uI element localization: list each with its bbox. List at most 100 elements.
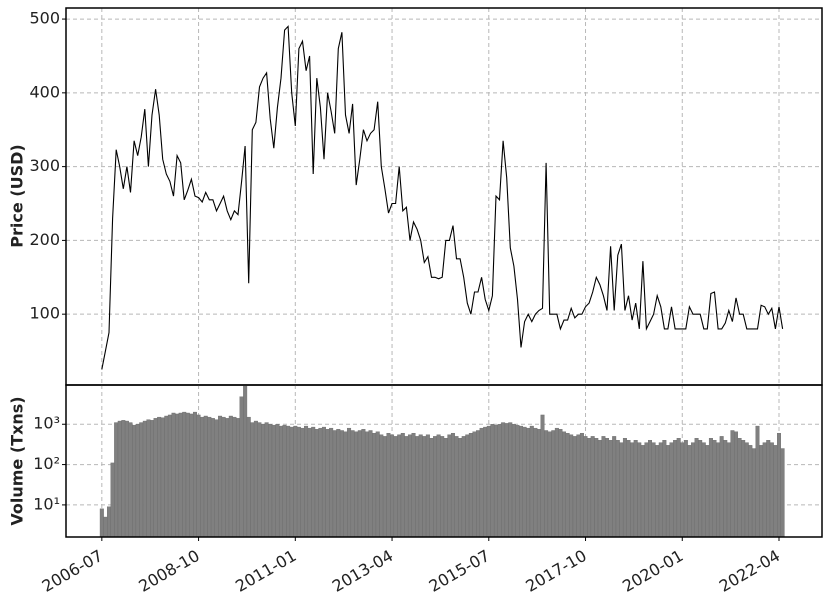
- volume-bar: [128, 422, 133, 538]
- volume-bar: [737, 438, 742, 538]
- volume-bar: [648, 440, 653, 538]
- volume-bar: [139, 422, 144, 538]
- volume-bar: [218, 415, 223, 538]
- volume-bar: [769, 442, 774, 538]
- volume-bar: [275, 424, 280, 538]
- volume-bar: [289, 426, 294, 538]
- volume-bar: [253, 420, 258, 538]
- volume-bar: [547, 431, 552, 538]
- volume-bar: [458, 438, 463, 538]
- volume-bar: [425, 434, 430, 538]
- volume-bar: [411, 432, 416, 538]
- volume-bar: [257, 422, 262, 538]
- x-tick-label: 2013-04: [329, 546, 396, 596]
- price-axis-label: Price (USD): [8, 144, 27, 247]
- volume-bar: [741, 440, 746, 538]
- volume-bar: [633, 440, 638, 538]
- volume-bar: [235, 418, 240, 538]
- volume-bar: [325, 429, 330, 538]
- volume-bar: [375, 431, 380, 538]
- volume-bar: [655, 445, 660, 538]
- volume-bar: [680, 442, 685, 538]
- plot-frame: [65, 384, 823, 538]
- volume-bar: [382, 436, 387, 538]
- volume-bar: [347, 427, 352, 538]
- volume-bar: [278, 425, 283, 538]
- volume-bar: [533, 427, 538, 538]
- volume-bar: [683, 440, 688, 538]
- volume-bar: [597, 440, 602, 538]
- volume-bar: [605, 438, 610, 538]
- volume-bar: [726, 442, 731, 538]
- volume-bar: [766, 440, 771, 538]
- volume-bar: [748, 445, 753, 538]
- volume-bar: [501, 422, 506, 538]
- volume-bar: [379, 434, 384, 538]
- volume-bar: [723, 440, 728, 538]
- volume-bar: [637, 442, 642, 538]
- volume-bar: [730, 430, 735, 538]
- volume-bar: [479, 427, 484, 538]
- volume-bar: [185, 412, 190, 538]
- y-tick-label: 200: [29, 230, 60, 249]
- volume-bar: [296, 426, 301, 538]
- volume-bar: [390, 434, 395, 538]
- volume-bar: [114, 422, 119, 538]
- volume-bar: [239, 396, 244, 538]
- volume-bar: [626, 440, 631, 538]
- volume-bar: [321, 426, 326, 538]
- volume-bar: [121, 420, 126, 538]
- volume-bar: [171, 412, 176, 538]
- volume-bar: [511, 424, 516, 538]
- volume-bar: [110, 462, 115, 538]
- volume-bar: [368, 430, 373, 538]
- volume-bar: [282, 424, 287, 538]
- volume-bar: [167, 414, 172, 538]
- y-tick-label: 10³: [33, 414, 60, 433]
- volume-bar: [780, 448, 785, 538]
- volume-bar: [160, 417, 165, 538]
- volume-bar: [271, 424, 276, 538]
- volume-bar: [192, 411, 197, 538]
- volume-bar: [497, 424, 502, 538]
- volume-bar: [329, 427, 334, 538]
- volume-bar: [243, 384, 248, 538]
- volume-bar: [716, 442, 721, 538]
- y-tick-label: 500: [29, 9, 60, 28]
- x-tick-label: 2020-01: [619, 546, 686, 596]
- volume-bar: [615, 440, 620, 538]
- volume-bar: [153, 418, 158, 538]
- x-tick-label: 2008-10: [135, 546, 202, 596]
- x-tick-label: 2006-07: [39, 546, 106, 596]
- volume-bar: [493, 424, 498, 538]
- volume-bar: [472, 431, 477, 538]
- volume-bar: [572, 436, 577, 538]
- x-tick-label: 2015-07: [426, 546, 493, 596]
- y-tick-label: 10²: [33, 454, 60, 473]
- volume-bar: [705, 445, 710, 538]
- volume-bar: [178, 412, 183, 538]
- volume-bar: [554, 427, 559, 538]
- volume-bar: [397, 434, 402, 538]
- volume-bar: [132, 424, 137, 538]
- volume-bar: [576, 434, 581, 538]
- volume-bar: [569, 434, 574, 538]
- volume-bar: [268, 424, 273, 538]
- volume-bar: [318, 427, 323, 538]
- volume-axis-label: Volume (Txns): [8, 396, 27, 525]
- volume-bar: [182, 411, 187, 538]
- volume-bar: [508, 422, 513, 538]
- volume-bar: [221, 416, 226, 538]
- volume-bar: [744, 442, 749, 538]
- volume-bar: [651, 442, 656, 538]
- volume-bar: [719, 436, 724, 538]
- volume-bar: [350, 430, 355, 538]
- volume-bar: [486, 425, 491, 538]
- price-line: [101, 25, 784, 370]
- volume-bar: [135, 424, 140, 538]
- volume-bar: [440, 436, 445, 538]
- volume-bar: [107, 506, 111, 538]
- volume-bar: [99, 508, 104, 538]
- volume-bar: [250, 422, 255, 538]
- volume-bar: [339, 430, 344, 538]
